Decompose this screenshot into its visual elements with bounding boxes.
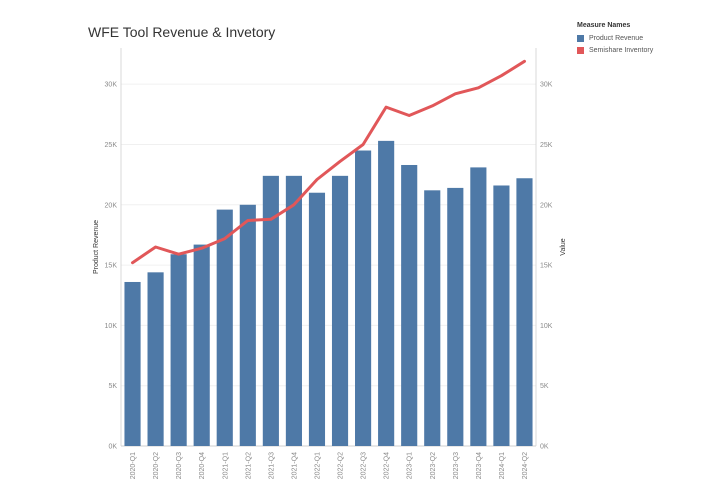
y-left-tick-label: 25K	[105, 142, 118, 149]
x-tick-label: 2023-Q4	[476, 452, 483, 479]
y-left-tick-label: 15K	[105, 263, 118, 270]
y-right-tick-label: 5K	[540, 383, 549, 390]
bar	[193, 244, 210, 446]
bar	[262, 175, 279, 447]
y-left-tick-label: 5K	[108, 383, 117, 390]
bar	[355, 150, 372, 447]
y-axis-title-left: Product Revenue	[93, 220, 100, 274]
bar	[308, 192, 326, 446]
bar	[170, 254, 187, 446]
bar	[124, 281, 141, 446]
y-left-tick-label: 0K	[108, 444, 117, 451]
y-right-tick-label: 30K	[540, 82, 553, 89]
legend-title: Measure Names	[577, 22, 631, 29]
bar	[216, 209, 233, 446]
x-tick-label: 2023-Q1	[407, 452, 414, 479]
legend-item-product-revenue[interactable]: Product Revenue	[577, 32, 653, 44]
x-tick-label: 2022-Q3	[361, 452, 368, 479]
x-tick-label: 2023-Q3	[453, 452, 460, 479]
x-tick-label: 2021-Q2	[245, 452, 252, 479]
y-left-tick-label: 20K	[105, 202, 118, 209]
bar	[470, 167, 487, 446]
bar	[285, 175, 302, 447]
legend-label-product-revenue: Product Revenue	[589, 34, 644, 42]
bar	[331, 175, 349, 447]
y-axis-title-right: Value	[560, 238, 567, 255]
x-tick-label: 2024-Q2	[522, 452, 529, 479]
y-right-tick-label: 25K	[540, 142, 553, 149]
x-tick-label: 2023-Q2	[430, 452, 437, 479]
x-tick-label: 2022-Q1	[314, 452, 321, 479]
y-left-tick-label: 10K	[105, 323, 118, 330]
y-right-tick-label: 15K	[540, 263, 553, 270]
series-line-semishare-inventory	[131, 59, 526, 265]
y-right-tick-label: 0K	[540, 444, 549, 451]
bar	[447, 187, 464, 447]
y-left-tick-label: 30K	[105, 82, 118, 89]
x-tick-label: 2020-Q2	[153, 452, 160, 479]
bar	[147, 272, 164, 446]
x-tick-label: 2024-Q1	[499, 452, 506, 479]
x-tick-label: 2020-Q4	[199, 452, 206, 479]
bar	[239, 204, 256, 446]
x-tick-label: 2022-Q2	[338, 452, 345, 479]
x-tick-label: 2021-Q3	[268, 452, 275, 479]
y-right-tick-label: 20K	[540, 202, 553, 209]
bar	[516, 178, 533, 446]
bar	[493, 185, 510, 446]
legend-swatch-product-revenue	[577, 34, 584, 42]
bar	[378, 140, 395, 446]
legend-label-semishare-inventory: Semishare Inventory	[589, 46, 654, 54]
x-tick-label: 2021-Q4	[291, 452, 298, 479]
x-tick-label: 2022-Q4	[384, 452, 391, 479]
bar	[424, 190, 441, 446]
x-tick-label: 2020-Q1	[130, 452, 137, 479]
chart-title: WFE Tool Revenue & Invetory	[88, 24, 276, 40]
legend-item-semishare-inventory[interactable]: Semishare Inventory	[577, 44, 653, 56]
y-right-tick-label: 10K	[540, 323, 553, 330]
x-tick-label: 2020-Q3	[176, 452, 183, 479]
legend: Measure Names Product Revenue Semishare …	[577, 22, 653, 56]
bar	[401, 164, 418, 446]
legend-swatch-semishare-inventory	[577, 46, 584, 54]
x-tick-label: 2021-Q1	[222, 452, 229, 479]
